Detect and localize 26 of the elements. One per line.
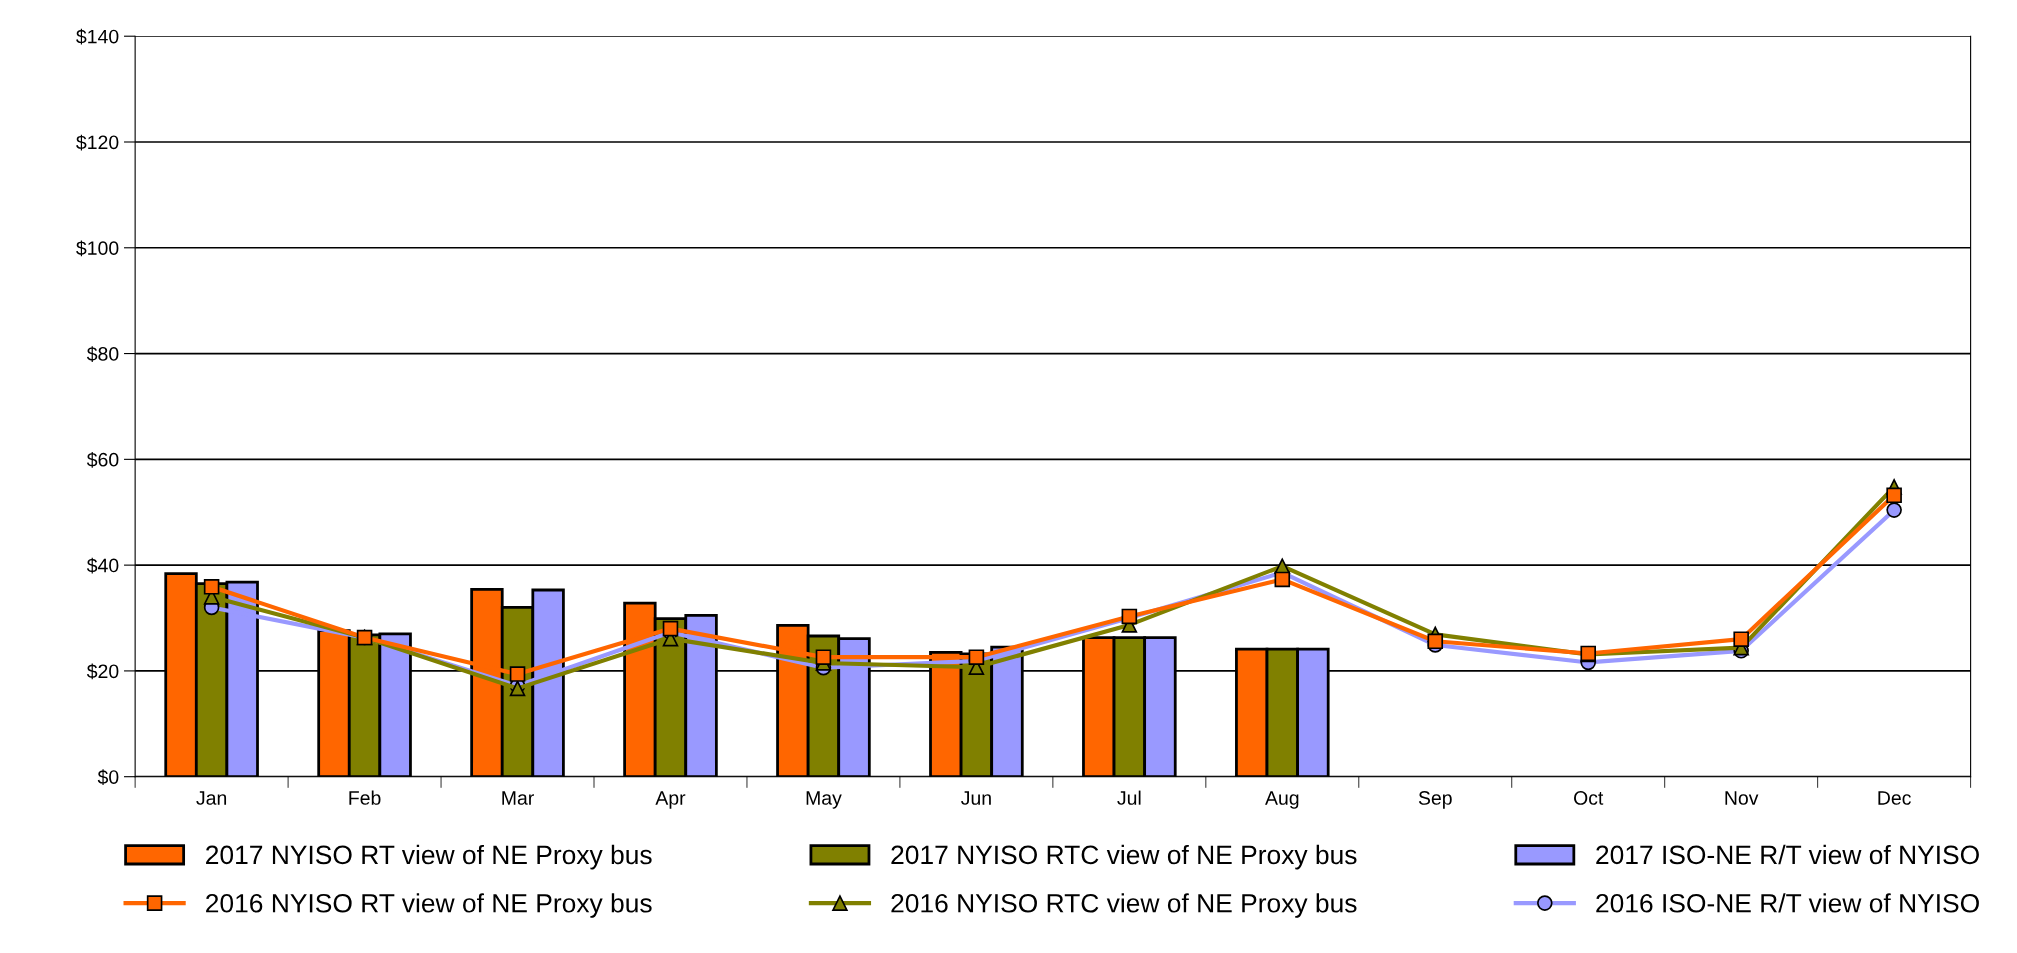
x-tick-label: Aug	[1265, 791, 1299, 809]
x-tick-label: Nov	[1725, 791, 1759, 805]
x-tick-label: Sep	[1418, 791, 1452, 809]
y-tick-label: $80	[86, 346, 119, 362]
legend-label: 2016 ISO-NE R/T view of NYISO	[1596, 893, 1979, 913]
legend-label: 2016 NYISO RTC view of NE Proxy bus	[891, 893, 1357, 918]
x-tick-label: May	[806, 791, 842, 809]
x-tick-label: Feb	[349, 790, 381, 805]
legend-label: 2017 ISO-NE R/T view of NYISO	[1596, 844, 1979, 865]
x-tick-label: Apr	[655, 791, 686, 809]
legend-label: 2017 NYISO RT view of NE Proxy bus	[206, 844, 652, 870]
x-tick-label: Jan	[196, 791, 227, 805]
y-tick-label: $60	[86, 452, 119, 468]
y-tick-label: $40	[86, 557, 119, 574]
x-tick-label: Jul	[1117, 790, 1141, 805]
y-tick-label: $140	[76, 28, 119, 45]
x-tick-label: Jun	[961, 791, 991, 805]
x-tick-label: Mar	[502, 791, 534, 805]
legend-label: 2017 NYISO RTC view of NE Proxy bus	[891, 844, 1357, 870]
x-tick-label: Oct	[1574, 791, 1604, 805]
x-tick-label: Dec	[1878, 791, 1911, 805]
y-tick-label: $100	[76, 240, 119, 257]
y-tick-label: $120	[76, 134, 119, 151]
legend-label: 2016 NYISO RT view of NE Proxy bus	[206, 893, 652, 918]
y-tick-label: $20	[86, 663, 119, 680]
y-tick-label: $0	[97, 769, 119, 786]
